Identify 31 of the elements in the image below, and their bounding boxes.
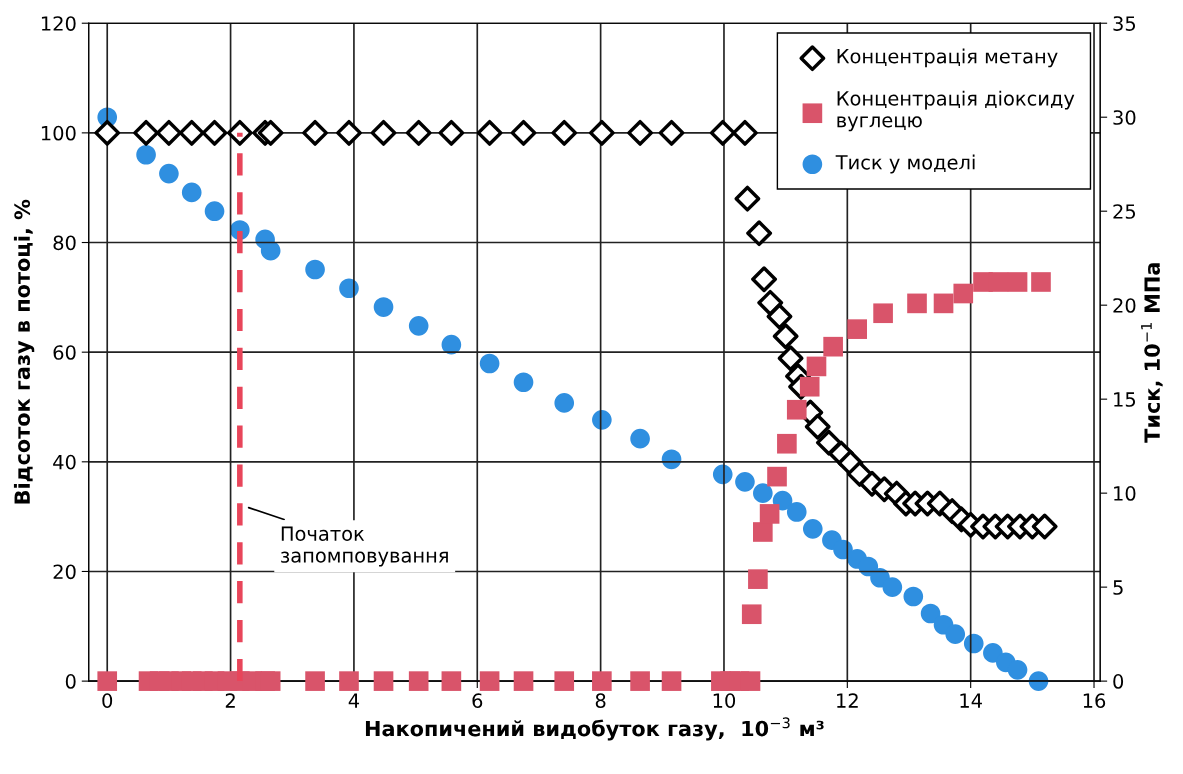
legend-label: Концентрація метану bbox=[837, 48, 1058, 68]
x-tick-label: 2 bbox=[225, 693, 235, 708]
y2-tick-label: 0 bbox=[1113, 674, 1124, 689]
legend-label: Тиск у моделі bbox=[835, 154, 975, 174]
x-tick-label: 14 bbox=[960, 693, 982, 708]
y-tick-label: 0 bbox=[65, 674, 76, 689]
y-tick-label: 80 bbox=[53, 235, 76, 251]
y2-tick-label: 35 bbox=[1113, 16, 1136, 31]
y2-tick-label: 10 bbox=[1114, 486, 1136, 501]
annotation: Початок запомповування bbox=[281, 526, 448, 567]
y2-tick-label: 5 bbox=[1113, 580, 1123, 595]
y2-tick-label: 20 bbox=[1113, 298, 1136, 313]
legend-label: Концентрація діоксиду вуглецю bbox=[837, 90, 1075, 132]
x-tick-label: 6 bbox=[472, 693, 483, 708]
y-tick-label: 40 bbox=[53, 454, 76, 470]
y-tick-label: 120 bbox=[41, 16, 76, 31]
x-tick-label: 16 bbox=[1083, 693, 1106, 708]
x-tick-label: 10 bbox=[713, 693, 736, 708]
y-tick-label: 20 bbox=[53, 564, 76, 580]
y-tick-label: 100 bbox=[41, 125, 76, 141]
y2-tick-label: 25 bbox=[1113, 204, 1136, 219]
y-axis-title: Відсоток газу в потоці, % bbox=[13, 199, 35, 504]
x-tick-label: 0 bbox=[102, 693, 113, 708]
x-tick-label: 12 bbox=[837, 693, 858, 708]
y2-tick-label: 30 bbox=[1113, 110, 1136, 125]
x-tick-label: 4 bbox=[348, 693, 360, 708]
y2-tick-label: 15 bbox=[1114, 392, 1136, 407]
x-tick-label: 8 bbox=[595, 693, 606, 708]
y-tick-label: 60 bbox=[53, 345, 76, 360]
x-axis-title: Накопичений видобуток газу, 10$^{−3}$ м³ bbox=[365, 717, 824, 741]
y2-axis-title: Тиск, 10$^{−1}$ МПа bbox=[1141, 263, 1163, 443]
